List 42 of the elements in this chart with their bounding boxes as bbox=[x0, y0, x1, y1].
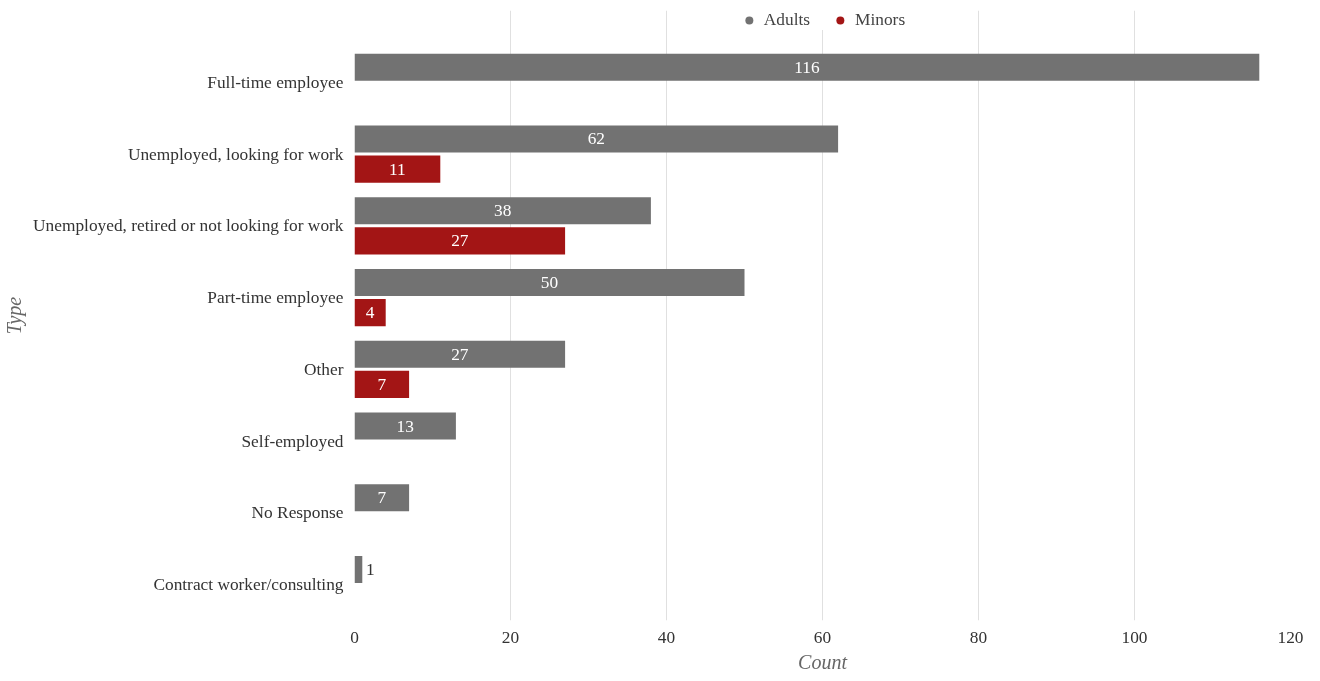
data-label: 4 bbox=[365, 303, 375, 323]
legend-label: Adults bbox=[763, 10, 811, 30]
x-tick-label: 120 bbox=[1277, 627, 1304, 647]
bar bbox=[354, 53, 1260, 81]
y-axis-title: Type bbox=[3, 296, 27, 335]
y-tick-label: Unemployed, retired or not looking for work bbox=[33, 216, 344, 236]
x-tick-label: 40 bbox=[657, 627, 676, 647]
x-tick-label: 60 bbox=[813, 627, 832, 647]
y-tick-label: Contract worker/consulting bbox=[153, 575, 344, 595]
x-tick-label: 80 bbox=[969, 627, 988, 647]
bar bbox=[354, 340, 566, 368]
x-axis-title: Count bbox=[798, 650, 848, 673]
bar bbox=[354, 227, 566, 255]
y-tick-label: Part-time employee bbox=[207, 288, 344, 308]
bar bbox=[354, 484, 410, 512]
data-label: 13 bbox=[396, 416, 414, 436]
data-label: 62 bbox=[587, 129, 605, 149]
y-tick-label: Full-time employee bbox=[207, 72, 344, 92]
data-label: 27 bbox=[451, 344, 469, 364]
data-label: 50 bbox=[540, 272, 559, 292]
y-tick-label: Other bbox=[304, 359, 344, 379]
x-tick-label: 20 bbox=[501, 627, 520, 647]
y-tick-label: Self-employed bbox=[241, 431, 344, 451]
data-label: 7 bbox=[377, 374, 387, 394]
bar bbox=[354, 299, 386, 327]
bar bbox=[354, 370, 410, 398]
bar bbox=[354, 197, 651, 225]
legend-label: Minors bbox=[855, 10, 906, 30]
data-label: 11 bbox=[389, 159, 406, 179]
x-tick-label: 100 bbox=[1121, 627, 1148, 647]
data-label: 1 bbox=[366, 560, 375, 580]
data-label: 27 bbox=[451, 231, 469, 251]
bar bbox=[354, 412, 456, 440]
data-label: 116 bbox=[794, 57, 820, 77]
data-label: 7 bbox=[377, 488, 387, 508]
bar bbox=[354, 155, 441, 183]
data-label: 38 bbox=[494, 201, 512, 221]
y-tick-label: Unemployed, looking for work bbox=[127, 144, 344, 164]
y-tick-label: No Response bbox=[251, 503, 344, 523]
bar bbox=[354, 125, 839, 153]
x-tick-label: 0 bbox=[350, 627, 359, 647]
bar bbox=[354, 268, 745, 297]
